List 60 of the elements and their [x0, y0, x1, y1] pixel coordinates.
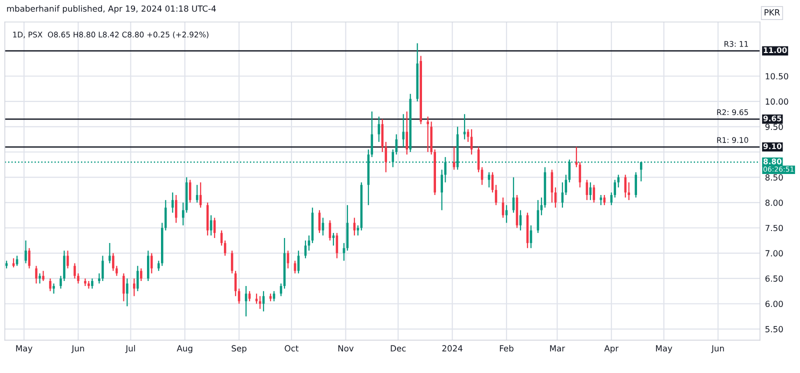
y-tick-label: 5.50 — [766, 326, 783, 332]
candlestick — [102, 255, 104, 282]
candlestick — [297, 250, 300, 274]
chart-title: mbaberhanif published, Apr 19, 2024 01:18 UTC-4 — [7, 5, 216, 14]
candlestick — [402, 114, 405, 148]
candlestick — [42, 270, 44, 282]
candlestick — [406, 110, 408, 156]
x-tick-label: Apr — [604, 345, 619, 354]
candlestick — [126, 278, 128, 307]
y-tick-label: 8.50 — [765, 174, 783, 181]
candlestick — [133, 278, 136, 297]
x-tick-label: Feb — [500, 345, 514, 352]
candlestick — [262, 290, 265, 312]
candlestick — [49, 278, 52, 292]
candlestick — [24, 240, 27, 264]
y-tick-label: 10.00 — [766, 98, 788, 105]
candlestick — [28, 248, 30, 269]
candlestick — [286, 250, 290, 269]
x-tick-label: Mar — [550, 345, 566, 352]
candlestick — [182, 202, 184, 226]
candlestick — [35, 265, 38, 284]
y-tick-label: 9.50 — [765, 124, 783, 130]
candlestick — [66, 250, 69, 269]
y-tick-label: 10.50 — [766, 73, 788, 80]
candlestick — [426, 116, 429, 153]
y-tick-label: 7.50 — [766, 224, 783, 232]
x-tick-label: 2024 — [442, 345, 462, 352]
y-tick-label: 7.00 — [766, 250, 783, 256]
candlestick — [480, 166, 484, 186]
x-tick-label: Aug — [176, 345, 192, 354]
candlestick — [74, 262, 76, 280]
candlestick — [122, 272, 125, 302]
y-tick-label: 6.00 — [765, 300, 783, 308]
candlestick — [378, 116, 380, 142]
x-tick-label: Jul — [125, 345, 135, 354]
y-axis-title: PKR — [764, 9, 780, 16]
candlestick — [108, 242, 111, 264]
y-tick-label: 6.50 — [765, 275, 783, 282]
candlestick — [91, 278, 94, 290]
candlestick — [16, 255, 18, 266]
x-tick-label: Oct — [284, 345, 298, 352]
candlestick — [38, 272, 41, 284]
candlestick — [174, 194, 178, 224]
x-tick-label: Nov — [338, 345, 354, 352]
candlestick — [147, 250, 150, 282]
x-tick-label: Dec — [390, 345, 406, 352]
candlestick — [52, 282, 55, 294]
candlestick — [171, 192, 174, 214]
x-tick-label: Sep — [232, 345, 246, 354]
candlestick — [140, 268, 142, 282]
candlestick — [519, 210, 522, 231]
candlestick — [150, 252, 153, 274]
candlestick — [136, 265, 139, 292]
x-tick-label: May — [16, 345, 32, 354]
candlestick — [634, 172, 638, 198]
x-tick-label: Jun — [71, 345, 84, 354]
x-tick-label: May — [656, 345, 672, 354]
y-tick-label: 8.00 — [765, 200, 783, 206]
x-tick-label: Jun — [711, 345, 724, 354]
candlestick — [258, 296, 262, 310]
